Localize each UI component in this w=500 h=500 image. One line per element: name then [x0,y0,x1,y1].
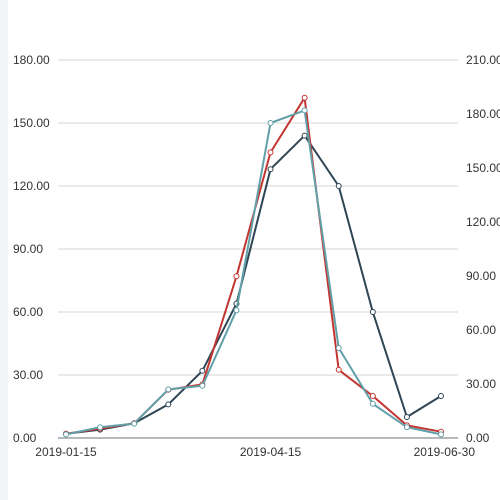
data-point [301,107,308,114]
y-right-tick-label: 90.00 [466,269,496,283]
data-point [63,431,69,438]
data-point [97,424,104,431]
data-point [267,166,274,173]
data-point [233,307,240,314]
data-point [199,382,206,389]
y-right-tick-label: 0.00 [466,431,490,445]
series-line [65,134,442,435]
y-right-tick-label: 60.00 [466,323,496,337]
data-point [369,309,376,315]
series-2 [63,107,444,438]
x-tick-label: 2019-01-15 [35,445,97,459]
data-point [403,414,410,420]
data-point [335,366,342,373]
grid [58,59,458,439]
series-line [65,109,442,436]
y-left-tick-label: 180.00 [13,53,50,67]
axes: 0.00 30.00 60.00 90.00 120.00 150.00 180.00 0.0… [13,53,500,459]
data-point [403,424,410,431]
y-right-tick-label: 150.00 [466,161,500,175]
x-tick-label: 2019-04-15 [240,445,302,459]
y-left-tick-label: 120.00 [13,179,50,193]
data-point [301,94,308,101]
data-point [131,420,138,427]
y-right-tick-label: 120.00 [466,215,500,229]
page-edge [0,0,8,500]
data-point [369,400,376,407]
data-point [438,431,444,438]
data-point [301,132,308,139]
data-point [267,120,274,126]
data-point [335,183,342,189]
data-point [369,393,376,399]
data-point [165,401,172,408]
data-point [165,386,172,393]
series-line [65,96,442,435]
data-point [199,367,206,374]
y-right-tick-label: 210.00 [466,53,500,67]
y-left-tick-label: 30.00 [13,368,43,382]
y-left-tick-label: 90.00 [13,242,43,256]
data-point [267,149,274,156]
series-layer [63,94,444,438]
data-point [438,393,444,399]
series-0 [63,132,444,437]
data-point [233,273,240,280]
series-1 [63,94,444,437]
data-point [335,345,342,351]
y-right-tick-label: 180.00 [466,107,500,121]
x-tick-label: 2019-06-30 [414,445,476,459]
y-left-tick-label: 150.00 [13,116,50,130]
y-left-tick-label: 0.00 [13,431,37,445]
y-left-tick-label: 60.00 [13,305,43,319]
y-right-tick-label: 30.00 [466,377,496,391]
